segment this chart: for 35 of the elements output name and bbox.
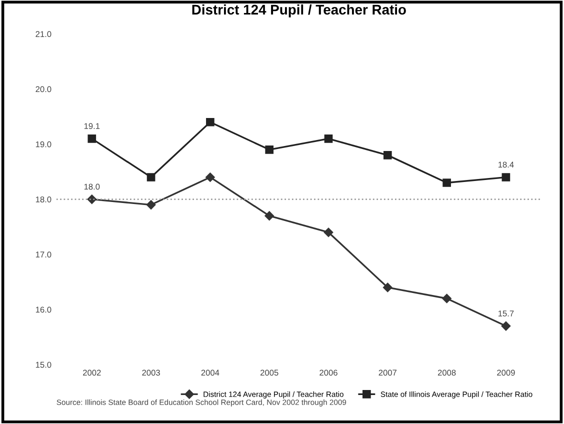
point <box>383 282 392 292</box>
y-tick-label: 18.0 <box>36 196 52 202</box>
data-label: 18.0 <box>84 184 100 190</box>
x-tick-label: 2008 <box>438 370 456 376</box>
x-tick-label: 2003 <box>142 370 160 376</box>
point <box>146 173 156 182</box>
x-tick-label: 2006 <box>320 370 338 376</box>
point <box>324 228 334 237</box>
chart-title: District 124 Pupil / Teacher Ratio <box>192 4 406 18</box>
point <box>146 200 156 210</box>
point <box>206 172 215 182</box>
point <box>442 294 452 304</box>
point <box>265 146 274 154</box>
point <box>206 118 214 126</box>
y-tick-label: 15.0 <box>36 362 52 368</box>
y-tick-label: 17.0 <box>36 252 52 258</box>
data-label: 15.7 <box>498 310 514 316</box>
x-tick-label: 2005 <box>260 370 278 376</box>
y-tick-label: 16.0 <box>36 306 52 313</box>
point <box>88 134 96 143</box>
point <box>383 151 392 160</box>
x-tick-label: 2004 <box>201 370 220 376</box>
data-label: 19.1 <box>84 123 100 130</box>
x-tick-label: 2009 <box>497 370 515 376</box>
x-tick-label: 2007 <box>378 370 396 376</box>
point <box>502 173 510 182</box>
y-tick-label: 21.0 <box>36 31 52 38</box>
data-label: 18.4 <box>498 162 514 168</box>
point <box>324 134 333 143</box>
y-tick-label: 20.0 <box>36 86 52 92</box>
y-tick-label: 19.0 <box>36 141 52 148</box>
point <box>442 178 451 187</box>
point <box>264 211 274 220</box>
point <box>501 321 511 331</box>
x-tick-label: 2002 <box>83 370 101 376</box>
